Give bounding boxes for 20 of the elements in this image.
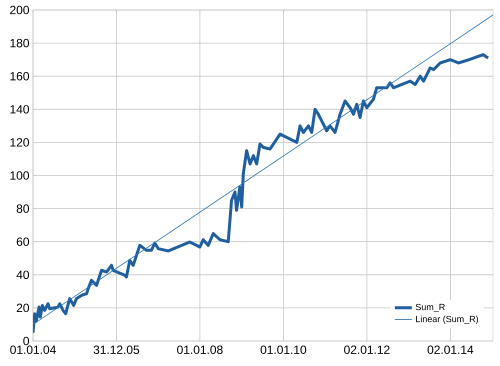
- x-tick-label: 02.01.12: [344, 346, 390, 354]
- x-tick-label: 31.12.05: [94, 346, 140, 354]
- x-tick-label: 01.01.04: [10, 346, 56, 354]
- y-tick-label: 180: [10, 38, 30, 48]
- y-tick-label: 60: [16, 237, 30, 246]
- legend-label: Sum_R: [416, 304, 445, 312]
- y-tick-label: 0: [23, 336, 30, 346]
- x-tick-label: 01.01.10: [260, 346, 306, 354]
- y-tick-label: 20: [16, 304, 30, 312]
- y-tick-label: 100: [10, 171, 30, 180]
- y-tick-label: 140: [10, 105, 30, 114]
- y-tick-label: 120: [10, 138, 30, 147]
- x-tick-label: 01.01.08: [177, 346, 223, 354]
- legend-label: Linear (Sum_R): [416, 316, 478, 324]
- y-tick-label: 160: [10, 72, 30, 80]
- y-tick-label: 40: [16, 270, 30, 280]
- x-tick-label: 02.01.14: [428, 346, 474, 354]
- y-tick-label: 80: [16, 204, 30, 213]
- line-series: [33, 53, 490, 334]
- y-tick-label: 200: [10, 6, 30, 14]
